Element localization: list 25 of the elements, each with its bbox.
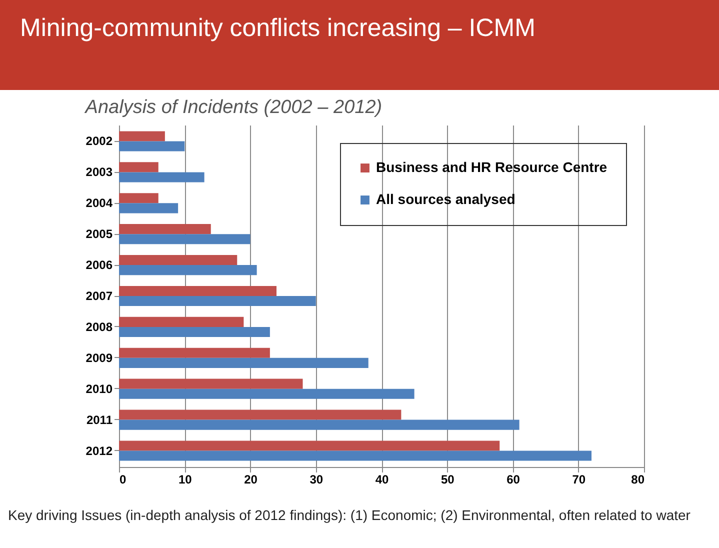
chart-title: Mining-community conflicts increasing – ICMM [0, 0, 719, 90]
legend-label: All sources analysed [376, 191, 516, 207]
x-tick-label: 80 [631, 472, 645, 486]
x-tick-label: 20 [244, 472, 258, 486]
y-tick-label: 2008 [86, 320, 113, 334]
y-tick-label: 2002 [86, 134, 113, 148]
y-tick-label: 2010 [86, 382, 113, 396]
y-tick-label: 2009 [86, 350, 113, 365]
y-tick-label: 2007 [86, 289, 113, 303]
x-tick-label: 0 [120, 472, 126, 486]
x-tick-label: 30 [310, 472, 324, 486]
x-tick-label: 10 [178, 472, 192, 486]
x-tick-label: 50 [440, 472, 455, 486]
chart-subtitle: Analysis of Incidents (2002 – 2012) [84, 97, 382, 118]
y-tick-label: 2006 [86, 258, 113, 272]
legend-label: Business and HR Resource Centre [376, 159, 608, 175]
y-tick-label: 2011 [86, 412, 113, 427]
x-tick-label: 40 [375, 472, 389, 486]
text: Key driving Issues (in-depth analysis of 2012 findings): (1) Economic; (2) Environmental, often related to water [8, 507, 692, 524]
x-tick-label: 60 [506, 472, 520, 486]
y-tick-label: 2003 [86, 165, 113, 180]
x-tick-label: 70 [572, 472, 586, 486]
y-tick-label: 2012 [86, 444, 113, 458]
y-tick-label: 2004 [86, 196, 113, 210]
y-tick-label: 2005 [86, 227, 113, 242]
